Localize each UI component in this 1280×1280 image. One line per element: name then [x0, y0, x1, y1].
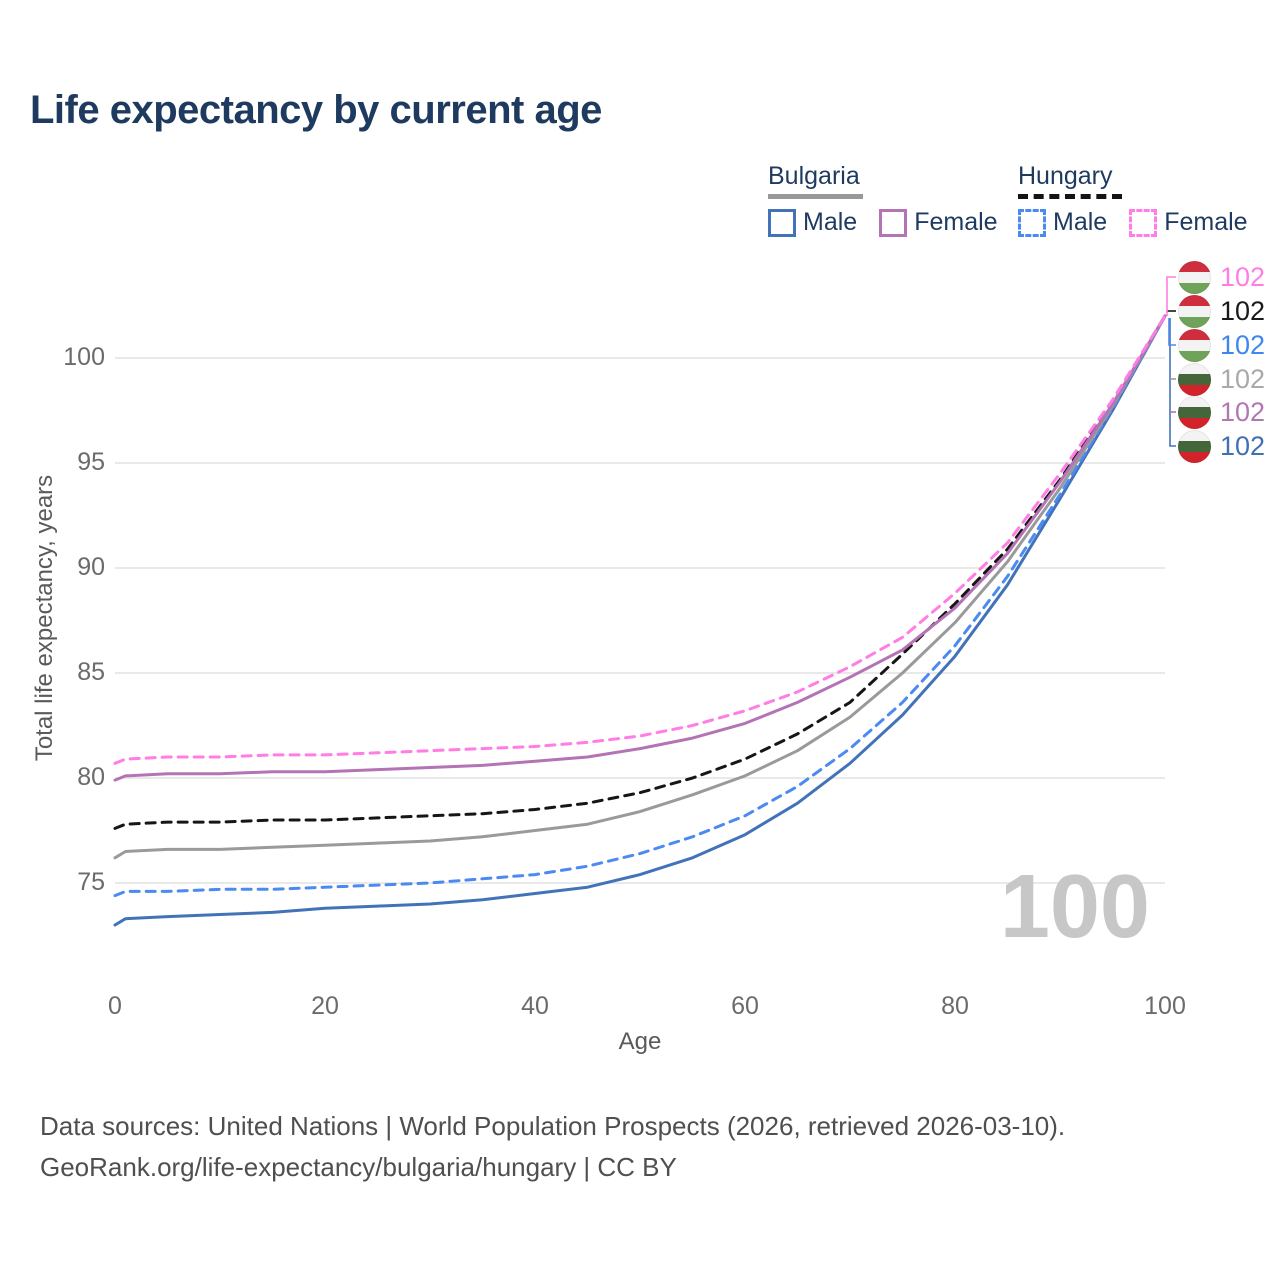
page-title: Life expectancy by current age: [30, 88, 602, 132]
hungary-flag-icon: [1178, 294, 1211, 328]
series-line-bulgaria-both[interactable]: [113, 314, 1167, 860]
series-line-bulgaria-male[interactable]: [113, 314, 1167, 927]
x-tick-40: 40: [521, 992, 549, 1020]
footer: Data sources: United Nations | World Pop…: [40, 1106, 1065, 1188]
bulgaria-female-swatch-icon: [879, 208, 908, 237]
end-value: 102: [1220, 363, 1266, 394]
legend-item-bulgaria-male[interactable]: Male: [768, 208, 857, 237]
legend-linestyle-hungary: [1018, 194, 1122, 199]
footer-url-line: GeoRank.org/life-expectancy/bulgaria/hun…: [40, 1152, 677, 1182]
bulgaria-male-swatch-icon: [768, 208, 796, 237]
leader-line-hungary-female: [1166, 276, 1176, 316]
end-label-hungary-female: 102: [1178, 260, 1265, 294]
legend-label-hungary-female: Female: [1164, 208, 1248, 236]
end-value: 102: [1220, 430, 1266, 461]
bulgaria-flag-icon: [1178, 362, 1211, 396]
legend-label-bulgaria-female: Female: [914, 208, 998, 236]
end-value: 102: [1220, 396, 1266, 427]
y-tick-80: 80: [77, 763, 105, 791]
y-tick-75: 75: [77, 868, 105, 896]
series-line-bulgaria-female[interactable]: [113, 314, 1167, 782]
series-line-hungary-female[interactable]: [113, 314, 1167, 765]
legend-item-bulgaria-female[interactable]: Female: [879, 208, 998, 237]
bulgaria-flag-icon: [1178, 395, 1211, 429]
age-watermark: 100: [999, 857, 1150, 957]
y-tick-100: 100: [63, 343, 105, 371]
hungary-flag-icon: [1178, 328, 1211, 362]
end-value: 102: [1220, 261, 1266, 292]
x-tick-20: 20: [311, 992, 339, 1020]
legend-group-bulgaria: Bulgaria Male Female: [768, 162, 998, 237]
legend-country-bulgaria[interactable]: Bulgaria: [768, 162, 860, 190]
leader-line-bulgaria-male: [1169, 318, 1176, 447]
footer-source-line: Data sources: United Nations | World Pop…: [40, 1111, 1066, 1141]
legend-country-hungary[interactable]: Hungary: [1018, 162, 1113, 190]
x-axis-title: Age: [618, 1028, 662, 1055]
legend-label-hungary-male: Male: [1053, 208, 1108, 236]
end-label-hungary-male: 102: [1178, 328, 1265, 362]
legend-item-hungary-male[interactable]: Male: [1018, 208, 1107, 237]
hungary-flag-icon: [1178, 260, 1211, 294]
end-label-hungary-both: 102: [1178, 294, 1265, 328]
legend-label-bulgaria-male: Male: [803, 208, 858, 236]
x-tick-0: 0: [108, 992, 122, 1020]
x-tick-100: 100: [1144, 992, 1186, 1020]
end-value: 102: [1220, 329, 1266, 360]
bulgaria-flag-icon: [1178, 429, 1211, 463]
y-tick-90: 90: [77, 553, 105, 581]
y-tick-95: 95: [77, 448, 105, 476]
end-value: 102: [1220, 295, 1266, 326]
hungary-male-swatch-icon: [1018, 208, 1046, 237]
x-tick-80: 80: [941, 992, 969, 1020]
series-line-hungary-male[interactable]: [113, 314, 1167, 898]
x-tick-60: 60: [731, 992, 759, 1020]
end-label-bulgaria-female: 102: [1178, 395, 1265, 429]
end-label-bulgaria-both: 102: [1178, 362, 1265, 396]
leader-line-hungary-male: [1168, 318, 1176, 346]
end-label-bulgaria-male: 102: [1178, 429, 1265, 463]
y-tick-85: 85: [77, 658, 105, 686]
legend-item-hungary-female[interactable]: Female: [1129, 208, 1248, 237]
series-line-hungary-both[interactable]: [113, 314, 1167, 830]
legend-group-hungary: Hungary Male Female: [1018, 162, 1248, 237]
y-axis-title: Total life expectancy, years: [31, 474, 58, 762]
legend-linestyle-bulgaria: [768, 194, 863, 199]
hungary-female-swatch-icon: [1129, 208, 1158, 237]
